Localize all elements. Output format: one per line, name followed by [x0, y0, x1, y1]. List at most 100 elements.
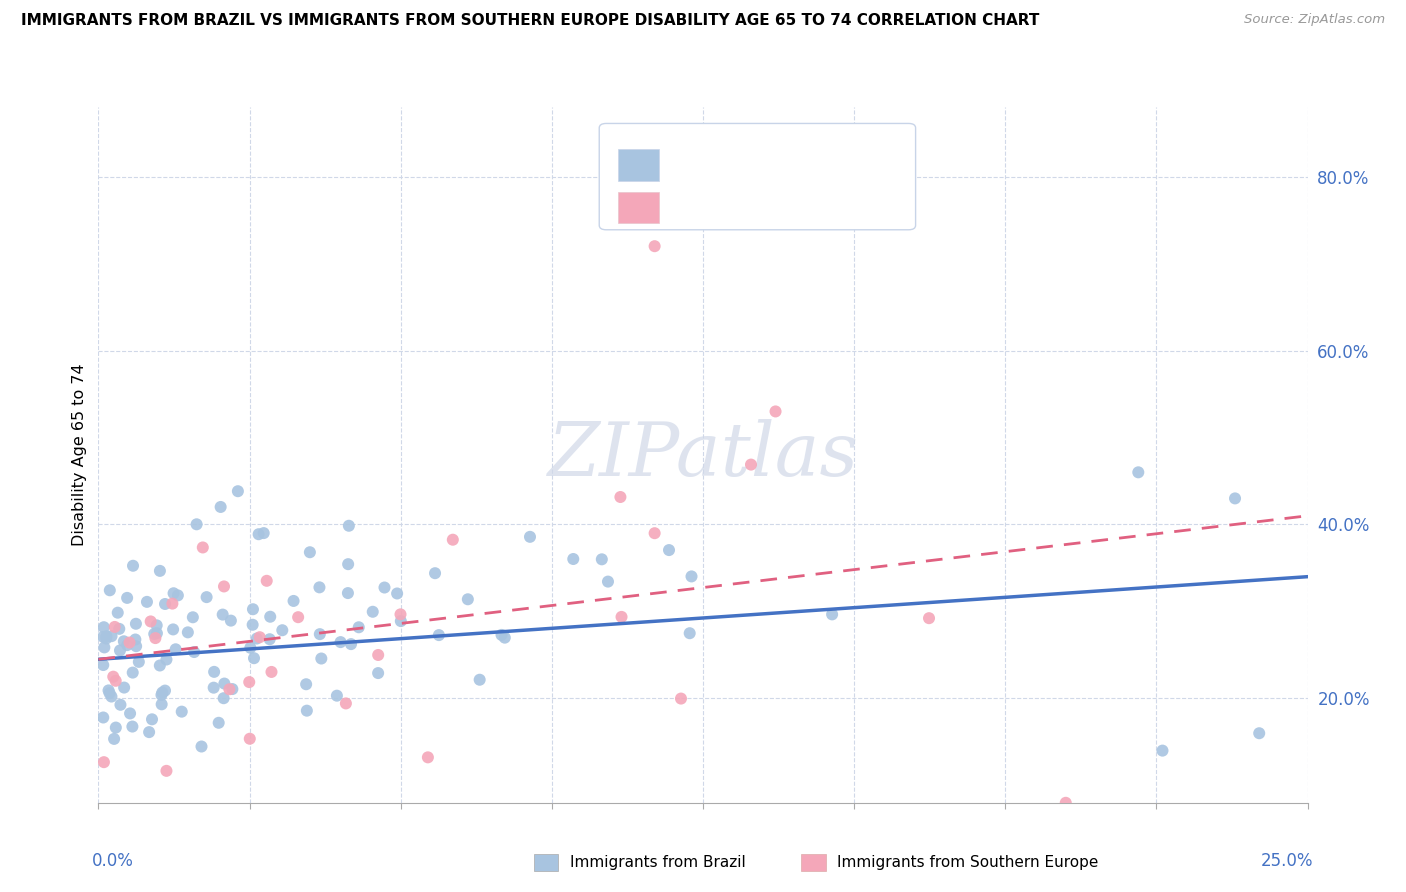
Point — [93, 620, 115, 634]
Point — [98, 686, 121, 700]
Y-axis label: Disability Age 65 to 74: Disability Age 65 to 74 — [72, 364, 87, 546]
Point — [121, 665, 143, 680]
Point — [243, 651, 266, 665]
Text: N =: N = — [758, 199, 810, 217]
Point — [271, 624, 294, 638]
Point — [143, 627, 166, 641]
Text: R =: R = — [671, 156, 710, 174]
Point — [1249, 726, 1271, 740]
Point — [190, 739, 212, 754]
Point — [765, 404, 787, 418]
Point — [226, 484, 249, 499]
Point — [1223, 491, 1246, 506]
Point — [108, 643, 131, 657]
Point — [96, 629, 118, 643]
Point — [591, 552, 613, 566]
Point — [740, 458, 762, 472]
Point — [385, 586, 408, 600]
Point — [644, 526, 666, 541]
Point — [562, 552, 585, 566]
Point — [149, 564, 172, 578]
Point — [361, 605, 384, 619]
Point — [149, 658, 172, 673]
Point — [295, 704, 318, 718]
Point — [153, 683, 176, 698]
Point — [491, 628, 513, 642]
Text: R =: R = — [671, 199, 710, 217]
Point — [242, 617, 264, 632]
Point — [596, 574, 619, 589]
Point — [150, 698, 173, 712]
Point — [1054, 796, 1077, 810]
Point — [104, 673, 127, 688]
Point — [295, 677, 318, 691]
Point — [139, 615, 162, 629]
Point — [259, 609, 281, 624]
Text: 0.284: 0.284 — [703, 156, 761, 174]
Point — [367, 648, 389, 662]
Point — [153, 597, 176, 611]
Point — [112, 634, 135, 648]
Point — [145, 631, 167, 645]
Point — [170, 705, 193, 719]
Text: 0.335: 0.335 — [703, 199, 761, 217]
Point — [821, 607, 844, 622]
Point — [162, 597, 184, 611]
Point — [457, 592, 479, 607]
Point — [112, 681, 135, 695]
Point — [202, 681, 225, 695]
Point — [669, 691, 692, 706]
Point — [121, 720, 143, 734]
Point — [118, 635, 141, 649]
Point — [519, 530, 541, 544]
Point — [104, 620, 127, 634]
Point — [468, 673, 491, 687]
Point — [308, 580, 330, 594]
Point — [373, 581, 395, 595]
Point — [221, 682, 243, 697]
Point — [1152, 744, 1174, 758]
Point — [124, 632, 146, 647]
Point — [239, 640, 262, 655]
Point — [104, 721, 127, 735]
Point — [138, 725, 160, 739]
Point — [389, 614, 412, 628]
Text: 112: 112 — [804, 156, 842, 174]
Text: 25.0%: 25.0% — [1261, 852, 1313, 870]
Point — [103, 731, 125, 746]
Point — [609, 490, 631, 504]
Point — [644, 239, 666, 253]
Point — [283, 594, 305, 608]
Point — [120, 706, 142, 721]
Point — [115, 591, 138, 605]
Point — [108, 622, 131, 636]
Point — [247, 527, 270, 541]
Point — [427, 628, 450, 642]
Point — [242, 602, 264, 616]
Point — [337, 557, 360, 571]
Point — [256, 574, 278, 588]
Point — [91, 710, 114, 724]
Point — [249, 630, 271, 644]
Point — [100, 629, 122, 643]
Point — [145, 618, 167, 632]
Point — [165, 642, 187, 657]
Point — [340, 637, 363, 651]
Point — [96, 632, 118, 646]
Point — [195, 590, 218, 604]
Point — [91, 630, 114, 644]
Point — [337, 518, 360, 533]
Point — [107, 606, 129, 620]
Point — [679, 626, 702, 640]
Point — [125, 639, 148, 653]
Point — [416, 750, 439, 764]
Point — [1128, 466, 1150, 480]
Point — [238, 675, 260, 690]
Text: Immigrants from Brazil: Immigrants from Brazil — [569, 855, 745, 870]
Point — [177, 625, 200, 640]
Point — [246, 632, 269, 646]
Point — [97, 683, 120, 698]
Text: N =: N = — [758, 156, 810, 174]
Point — [494, 631, 516, 645]
Point — [367, 666, 389, 681]
